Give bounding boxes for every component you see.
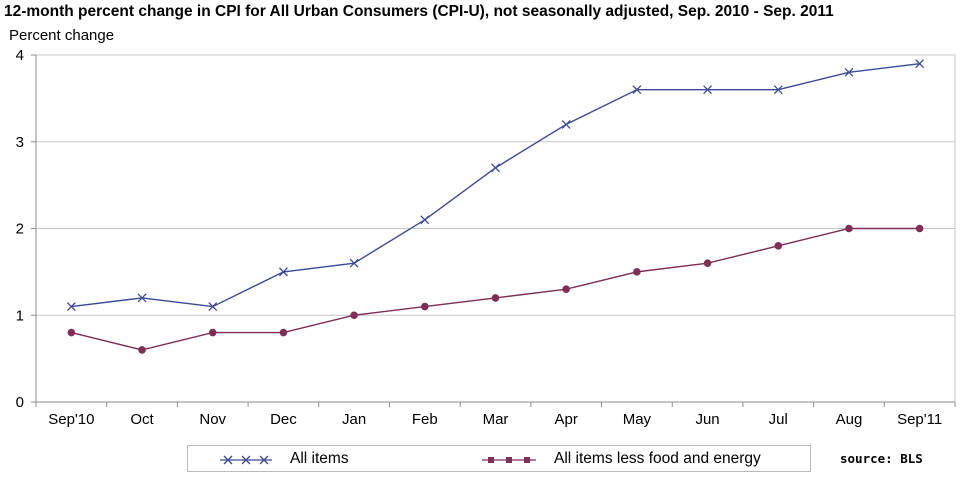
series-line — [71, 227, 920, 351]
data-point-circle-marker — [279, 328, 288, 337]
y-tick-label-0: 0 — [16, 394, 24, 411]
x-tick-label: Jan — [342, 411, 366, 428]
x-tick-label: Oct — [130, 411, 154, 428]
data-point-x-marker — [208, 302, 218, 312]
x-tick-label: Aug — [836, 411, 863, 428]
legend-swatch-core — [482, 457, 536, 463]
gridlines — [36, 54, 956, 402]
x-tick-label: Mar — [483, 411, 509, 428]
source-note: source: BLS — [840, 451, 923, 466]
data-point-circle-marker — [208, 328, 217, 337]
data-point-x-marker — [915, 59, 925, 69]
x-tick-label: Feb — [412, 411, 438, 428]
data-point-circle-marker — [562, 285, 570, 294]
chart-title: 12-month percent change in CPI for All U… — [4, 3, 834, 20]
y-tick-labels: 0 1 2 3 4 — [16, 47, 24, 411]
data-point-circle-marker — [845, 224, 853, 233]
legend: All items All items less food and energy — [187, 445, 811, 472]
x-tick-label: May — [623, 411, 652, 428]
legend-item-core: All items less food and energy — [480, 450, 761, 468]
legend-item-all-items: All items — [218, 450, 349, 468]
data-point-x-marker — [703, 85, 713, 95]
data-point-x-marker — [278, 267, 288, 277]
data-point-x-marker — [491, 163, 500, 173]
x-tick-label: Nov — [199, 411, 226, 428]
y-tick-label-2: 2 — [16, 221, 24, 238]
data-point-x-marker — [561, 119, 571, 129]
data-point-x-marker — [349, 258, 359, 268]
legend-label-core: All items less food and energy — [554, 450, 761, 467]
x-tick-label: Sep'10 — [48, 411, 94, 428]
data-point-circle-marker — [350, 311, 358, 320]
series-core — [67, 224, 924, 354]
y-tick-label-4: 4 — [16, 47, 24, 64]
legend-label-all-items: All items — [290, 450, 349, 467]
data-point-circle-marker — [774, 242, 783, 250]
x-tick-label: Jul — [769, 411, 788, 428]
data-point-circle-marker — [138, 346, 146, 354]
data-point-x-marker — [632, 85, 642, 95]
data-point-x-marker — [137, 293, 147, 303]
series-all-items — [66, 59, 925, 312]
series-line — [71, 62, 920, 308]
axes — [31, 54, 956, 407]
data-point-circle-marker — [421, 302, 429, 311]
data-point-circle-marker — [67, 328, 76, 337]
x-tick-labels: Sep'10 Oct Nov Dec Jan Feb Mar Apr May Jun Jul Aug S… — [48, 411, 942, 428]
data-point-x-marker — [773, 85, 783, 95]
data-point-x-marker — [66, 302, 76, 312]
x-tick-label: Sep'11 — [897, 411, 942, 428]
x-tick-label: Jun — [695, 411, 719, 428]
data-point-x-marker — [844, 67, 854, 77]
x-tick-label: Apr — [555, 411, 578, 428]
data-point-circle-marker — [703, 259, 712, 268]
data-point-circle-marker — [491, 294, 500, 302]
legend-swatch-all-items — [220, 455, 272, 465]
data-point-x-marker — [420, 215, 430, 225]
series-group — [66, 59, 925, 354]
y-tick-label-1: 1 — [16, 307, 24, 324]
y-tick-label-3: 3 — [16, 134, 24, 151]
x-tick-label: Dec — [270, 411, 297, 428]
data-point-circle-marker — [915, 224, 924, 233]
y-axis-title: Percent change — [9, 27, 115, 44]
data-point-circle-marker — [633, 268, 641, 276]
